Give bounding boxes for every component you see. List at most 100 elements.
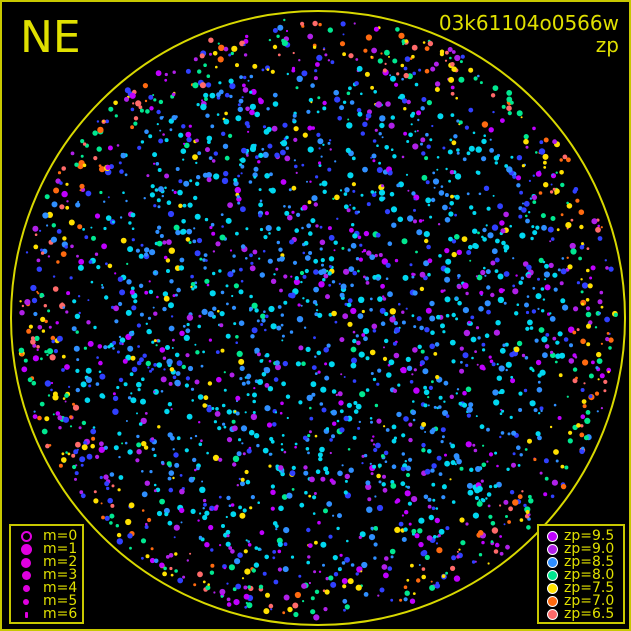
star-marker <box>231 305 237 310</box>
star-marker <box>314 355 317 358</box>
star-marker <box>481 156 487 162</box>
star-marker <box>205 147 210 153</box>
star-marker <box>503 301 507 305</box>
star-marker <box>318 164 322 167</box>
star-marker <box>607 370 610 374</box>
star-marker <box>267 143 273 149</box>
star-marker <box>433 352 438 356</box>
star-marker <box>492 110 495 114</box>
star-marker <box>326 269 329 273</box>
star-marker <box>380 454 385 458</box>
magnitude-label: m=6 <box>43 606 78 622</box>
star-marker <box>209 92 216 99</box>
star-marker <box>535 171 542 177</box>
star-marker <box>495 320 501 326</box>
star-marker <box>298 59 301 62</box>
star-marker <box>219 323 224 328</box>
star-marker <box>109 513 115 519</box>
star-marker <box>298 400 303 405</box>
star-marker <box>350 307 357 315</box>
star-marker <box>190 282 196 287</box>
star-marker <box>462 157 467 162</box>
star-marker <box>32 414 38 419</box>
star-marker <box>277 541 283 548</box>
star-marker <box>47 309 51 313</box>
star-field <box>18 18 618 621</box>
star-marker <box>576 423 581 428</box>
star-marker <box>202 507 205 510</box>
star-marker <box>275 528 278 531</box>
star-marker <box>444 276 451 283</box>
star-marker <box>318 147 321 150</box>
star-marker <box>172 375 177 380</box>
star-marker <box>277 24 284 31</box>
star-marker <box>105 215 112 221</box>
star-marker <box>413 208 416 212</box>
star-marker <box>512 257 515 260</box>
star-marker <box>436 314 441 320</box>
star-marker <box>242 508 247 513</box>
star-marker <box>293 126 299 132</box>
star-marker <box>525 510 530 514</box>
star-marker <box>530 236 534 241</box>
star-marker <box>409 380 414 384</box>
star-marker <box>533 408 538 413</box>
star-marker <box>247 585 251 589</box>
star-marker <box>156 123 159 126</box>
star-marker <box>547 226 554 233</box>
star-marker <box>374 253 378 258</box>
star-marker <box>379 122 385 129</box>
star-marker <box>166 269 170 273</box>
star-marker <box>127 533 133 539</box>
star-marker <box>343 608 346 612</box>
star-marker <box>425 180 430 185</box>
star-marker <box>378 132 382 136</box>
star-marker <box>448 207 451 210</box>
star-marker <box>185 131 192 138</box>
star-marker <box>580 414 586 420</box>
star-marker <box>348 53 354 59</box>
zp-color-swatch-icon <box>546 544 558 555</box>
star-marker <box>98 446 106 453</box>
star-marker <box>85 376 92 383</box>
star-marker <box>79 189 82 192</box>
star-marker <box>164 408 170 415</box>
star-marker <box>552 272 558 278</box>
star-marker <box>260 323 264 326</box>
star-marker <box>377 594 380 597</box>
star-marker <box>384 556 389 561</box>
star-marker <box>179 257 185 263</box>
star-marker <box>37 292 40 295</box>
star-marker <box>247 540 250 543</box>
star-marker <box>77 264 84 271</box>
star-marker <box>320 386 327 393</box>
star-marker <box>376 473 381 479</box>
star-marker <box>411 44 418 51</box>
star-marker <box>405 465 412 472</box>
star-marker <box>323 607 328 612</box>
star-marker <box>268 232 271 235</box>
star-marker <box>453 134 458 139</box>
star-marker <box>146 174 150 178</box>
star-marker <box>52 413 55 416</box>
star-marker <box>396 72 400 76</box>
star-marker <box>312 45 317 49</box>
star-marker <box>204 510 210 516</box>
star-marker <box>414 130 417 133</box>
star-marker <box>494 542 500 548</box>
star-marker <box>460 54 465 59</box>
star-marker <box>560 483 567 490</box>
star-marker <box>480 479 484 483</box>
star-marker <box>77 200 80 203</box>
star-marker <box>357 235 362 240</box>
star-marker <box>267 386 274 392</box>
star-marker <box>605 266 609 270</box>
star-marker <box>580 290 584 294</box>
star-marker <box>117 488 121 492</box>
star-marker <box>587 283 593 289</box>
star-marker <box>523 138 529 145</box>
star-marker <box>494 451 498 455</box>
star-marker <box>449 56 452 60</box>
star-marker <box>396 411 402 418</box>
star-marker <box>253 175 257 179</box>
